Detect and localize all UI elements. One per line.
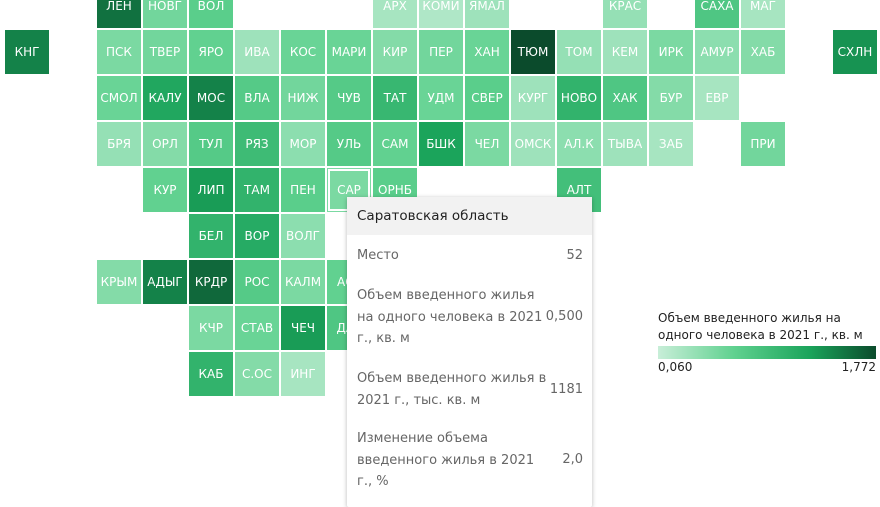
region-tile[interactable]: АДЫГ <box>143 260 187 304</box>
region-tile[interactable]: КОМИ <box>419 0 463 28</box>
region-tile[interactable]: ВОЛ <box>189 0 233 28</box>
region-tile[interactable]: АМУР <box>695 30 739 74</box>
region-tile[interactable]: МОС <box>189 76 233 120</box>
region-tile[interactable]: ИРК <box>649 30 693 74</box>
region-tile[interactable]: КИР <box>373 30 417 74</box>
region-tile[interactable]: КАЛМ <box>281 260 325 304</box>
region-tile[interactable]: ЯМАЛ <box>465 0 509 28</box>
region-tile[interactable]: КАБ <box>189 352 233 396</box>
region-tile[interactable]: КЧР <box>189 306 233 350</box>
region-tile[interactable]: ПЕР <box>419 30 463 74</box>
region-tile[interactable]: ТЫВА <box>603 122 647 166</box>
region-tile[interactable]: АЛ.К <box>557 122 601 166</box>
region-tile[interactable]: МОР <box>281 122 325 166</box>
region-tile[interactable]: ИВА <box>235 30 279 74</box>
region-tile[interactable]: СВЕР <box>465 76 509 120</box>
region-tile[interactable]: ТАМ <box>235 168 279 212</box>
region-tile[interactable]: ЕВР <box>695 76 739 120</box>
region-tile[interactable]: ЧУВ <box>327 76 371 120</box>
region-tile[interactable]: БЕЛ <box>189 214 233 258</box>
tooltip-row-label: Объем введенного жилья в 2021 г., тыс. к… <box>357 371 547 408</box>
region-tile[interactable]: ТЮМ <box>511 30 555 74</box>
region-tile[interactable]: КНГ <box>5 30 49 74</box>
region-tile[interactable]: ЧЕЧ <box>281 306 325 350</box>
region-tile[interactable]: СМОЛ <box>97 76 141 120</box>
tooltip-row-per-capita: Объем введенного жилья на одного человек… <box>357 285 583 351</box>
region-tile[interactable]: ПРИ <box>741 122 785 166</box>
legend-gradient-bar <box>658 346 876 359</box>
tooltip-title: Саратовская область <box>347 197 592 235</box>
tooltip-row-label: Объем введенного жилья на одного человек… <box>357 288 543 346</box>
region-tile[interactable]: ЛИП <box>189 168 233 212</box>
region-tile[interactable]: С.ОС <box>235 352 279 396</box>
region-tile[interactable]: ХАН <box>465 30 509 74</box>
region-tile[interactable]: НИЖ <box>281 76 325 120</box>
tile-grid-map: ЛЕН НОВГ ВОЛ АРХ КОМИ ЯМАЛ КРАС САХА МАГ КНГ ПСК ТВ… <box>5 0 877 396</box>
region-tile[interactable]: ПЕН <box>281 168 325 212</box>
region-tile[interactable]: НОВГ <box>143 0 187 28</box>
region-tile[interactable]: ХАК <box>603 76 647 120</box>
region-tile[interactable]: ИНГ <box>281 352 325 396</box>
tooltip-row-label: Изменение объема введенного жилья в 2021… <box>357 431 535 489</box>
region-tile[interactable]: КЕМ <box>603 30 647 74</box>
region-tile[interactable]: КРАС <box>603 0 647 28</box>
region-tile[interactable]: РОС <box>235 260 279 304</box>
legend-title: Объем введенного жилья на одного человек… <box>658 311 863 342</box>
tooltip-row-value: 0,500 <box>545 309 583 324</box>
region-tile[interactable]: МАРИ <box>327 30 371 74</box>
region-tile[interactable]: ОРЛ <box>143 122 187 166</box>
region-tile[interactable]: МАГ <box>741 0 785 28</box>
region-tile[interactable]: ХАБ <box>741 30 785 74</box>
region-tile[interactable]: ЧЕЛ <box>465 122 509 166</box>
region-tile[interactable]: ПСК <box>97 30 141 74</box>
region-tile[interactable]: НОВО <box>557 76 601 120</box>
region-tile[interactable]: ВЛА <box>235 76 279 120</box>
region-tile[interactable]: ТОМ <box>557 30 601 74</box>
tooltip-row-value: 2,0 <box>562 452 583 467</box>
region-tile[interactable]: ОМСК <box>511 122 555 166</box>
region-tile[interactable]: САХА <box>695 0 739 28</box>
legend-max-label: 1,772 <box>841 360 876 374</box>
region-tile[interactable]: ВОР <box>235 214 279 258</box>
region-tile[interactable]: ЗАБ <box>649 122 693 166</box>
region-tile[interactable]: СТАВ <box>235 306 279 350</box>
region-tile[interactable]: ЛЕН <box>97 0 141 28</box>
tooltip-row-volume: Объем введенного жилья в 2021 г., тыс. к… <box>357 368 583 412</box>
region-tile[interactable]: БУР <box>649 76 693 120</box>
region-tile[interactable]: САМ <box>373 122 417 166</box>
region-tile[interactable]: БШК <box>419 122 463 166</box>
region-tile[interactable]: КОС <box>281 30 325 74</box>
region-tile[interactable]: БРЯ <box>97 122 141 166</box>
tooltip-row-label: Место <box>357 248 399 263</box>
region-tile[interactable]: КРДР <box>189 260 233 304</box>
region-tile[interactable]: СХЛН <box>833 30 877 74</box>
region-tile[interactable]: РЯЗ <box>235 122 279 166</box>
region-tile[interactable]: ВОЛГ <box>281 214 325 258</box>
region-tile[interactable]: УДМ <box>419 76 463 120</box>
tooltip-row-value: 1181 <box>549 382 583 397</box>
region-tile[interactable]: КАЛУ <box>143 76 187 120</box>
tooltip-row-rank: Место 52 <box>357 245 583 267</box>
region-tile[interactable]: ТАТ <box>373 76 417 120</box>
legend-min-label: 0,060 <box>658 360 693 374</box>
region-tooltip: Саратовская область Место 52 Объем введе… <box>347 197 592 507</box>
region-tile[interactable]: УЛЬ <box>327 122 371 166</box>
region-tile[interactable]: КРЫМ <box>97 260 141 304</box>
region-tile[interactable]: ТУЛ <box>189 122 233 166</box>
region-tile[interactable]: КУРГ <box>511 76 555 120</box>
tooltip-row-value: 52 <box>566 248 583 263</box>
tooltip-row-change: Изменение объема введенного жилья в 2021… <box>357 428 583 494</box>
region-tile[interactable]: ТВЕР <box>143 30 187 74</box>
region-tile[interactable]: ЯРО <box>189 30 233 74</box>
region-tile[interactable]: АРХ <box>373 0 417 28</box>
color-legend: Объем введенного жилья на одного человек… <box>658 310 876 374</box>
region-tile[interactable]: КУР <box>143 168 187 212</box>
